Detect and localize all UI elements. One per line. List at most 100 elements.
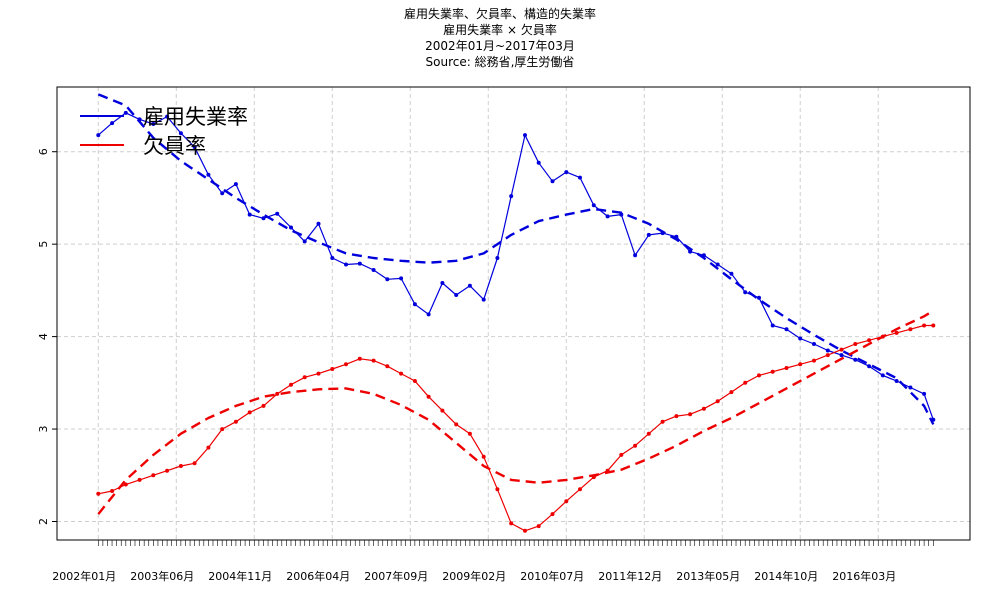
data-point	[110, 489, 115, 493]
data-point	[578, 487, 582, 492]
data-point	[330, 367, 335, 371]
data-point	[839, 353, 844, 358]
data-point	[178, 131, 183, 136]
data-point	[564, 499, 569, 504]
data-point	[151, 122, 156, 126]
y-tick-label: 2	[37, 518, 50, 525]
data-point	[399, 371, 404, 376]
data-point	[302, 239, 307, 244]
legend: 雇用失業率 欠員率	[80, 105, 248, 158]
data-point	[165, 114, 170, 119]
chart-titles: 雇用失業率、欠員率、構造的失業率 雇用失業率 × 欠員率 2002年01月~20…	[0, 6, 1000, 70]
data-point	[233, 419, 238, 424]
data-point	[481, 297, 486, 302]
data-point	[591, 203, 596, 208]
data-point	[798, 336, 803, 341]
data-point	[523, 133, 527, 138]
data-point	[426, 312, 431, 317]
data-point	[605, 214, 610, 219]
data-point	[344, 262, 348, 267]
data-point	[123, 110, 128, 115]
data-point	[495, 256, 500, 260]
data-point	[931, 323, 936, 328]
y-tick-label: 6	[37, 148, 50, 155]
data-point	[302, 375, 307, 380]
data-point	[344, 362, 348, 367]
series-layer	[96, 93, 936, 533]
x-tick-label: 2004年11月	[208, 569, 272, 583]
data-point	[247, 410, 252, 415]
data-point	[536, 524, 541, 529]
data-point	[715, 399, 720, 404]
data-point	[701, 406, 706, 411]
data-point	[550, 179, 555, 184]
data-point	[839, 347, 844, 352]
data-point	[688, 412, 693, 417]
chart-title: 雇用失業率、欠員率、構造的失業率	[403, 7, 596, 21]
data-point	[674, 414, 679, 419]
data-point	[137, 477, 142, 482]
data-point	[440, 281, 445, 285]
data-point	[412, 302, 417, 307]
data-point	[261, 403, 266, 408]
data-point	[385, 277, 390, 282]
data-point	[275, 211, 280, 216]
data-point	[633, 253, 638, 258]
data-point	[151, 473, 156, 478]
data-point	[633, 443, 638, 448]
data-point	[316, 221, 321, 226]
legend-label-unemployment: 雇用失業率	[143, 105, 248, 129]
data-point	[192, 145, 197, 150]
data-point	[289, 225, 293, 230]
trend-line-3	[97, 309, 934, 515]
y-tick-label: 3	[37, 426, 50, 433]
data-point	[220, 191, 225, 196]
x-tick-label: 2007年09月	[364, 569, 428, 583]
data-point	[467, 431, 472, 436]
data-point	[399, 276, 404, 281]
data-point	[770, 323, 775, 328]
x-tick-label: 2002年01月	[52, 569, 116, 583]
data-point	[330, 256, 335, 260]
data-point	[825, 348, 830, 353]
data-point	[440, 408, 445, 413]
x-tick-label: 2013年05月	[676, 569, 740, 583]
x-tick-label: 2014年10月	[754, 569, 818, 583]
data-point	[454, 422, 459, 427]
data-point	[812, 358, 816, 363]
series-line-1	[98, 324, 934, 532]
data-point	[96, 133, 101, 138]
data-point	[467, 283, 472, 288]
data-point	[867, 364, 872, 369]
series-line-0	[97, 112, 934, 421]
data-point	[550, 512, 555, 517]
data-point	[922, 391, 927, 396]
data-point	[757, 295, 761, 300]
data-point	[316, 371, 321, 376]
data-point	[908, 385, 913, 390]
x-tick-label: 2006年04月	[286, 569, 350, 583]
data-point	[509, 521, 514, 526]
data-point	[894, 379, 899, 383]
data-point	[578, 175, 582, 180]
data-point	[619, 452, 624, 457]
data-point	[426, 394, 431, 399]
data-point	[646, 232, 651, 237]
data-point	[206, 445, 211, 450]
data-point	[743, 290, 748, 295]
chart-subtitle: 雇用失業率 × 欠員率	[443, 23, 557, 37]
x-tick-label: 2011年12月	[598, 569, 662, 583]
data-point	[192, 461, 197, 466]
x-tick-label: 2016年03月	[832, 569, 896, 583]
data-point	[247, 212, 252, 217]
data-point	[757, 373, 761, 378]
data-point	[495, 487, 500, 492]
chart-source: Source: 総務省,厚生労働省	[425, 55, 575, 69]
trend-line-2	[97, 93, 935, 425]
data-point	[784, 327, 789, 332]
x-tick-label: 2003年06月	[130, 569, 194, 583]
data-point	[509, 194, 514, 199]
grid	[57, 87, 970, 540]
data-point	[110, 121, 115, 126]
